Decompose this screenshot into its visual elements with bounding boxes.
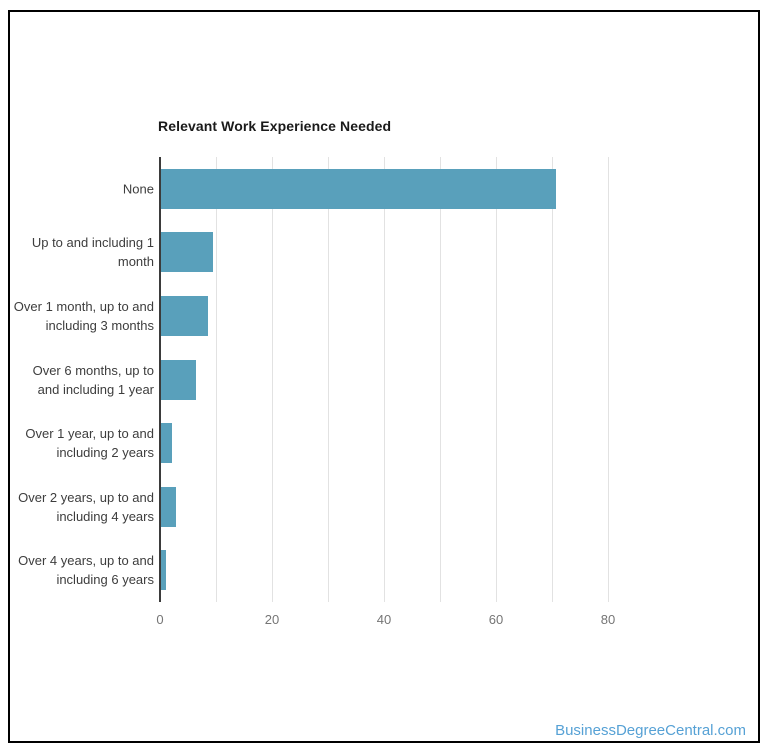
category-label-4: Over 1 year, up to and including 2 years	[25, 426, 154, 461]
chart-frame: Relevant Work Experience Needed None Up t…	[8, 10, 760, 743]
x-tick-label-80: 80	[600, 612, 616, 627]
gridline	[328, 157, 329, 602]
category-label-3: Over 6 months, up to and including 1 yea…	[32, 362, 154, 397]
category-label-1: Up to and including 1 month	[31, 235, 154, 270]
bar-5	[160, 486, 177, 527]
bar-3	[160, 359, 197, 400]
x-tick-label-40: 40	[376, 612, 392, 627]
gridline	[384, 157, 385, 602]
bar-2	[160, 295, 209, 336]
bar-0	[160, 168, 556, 209]
plot-area	[159, 157, 630, 602]
gridline	[216, 157, 217, 602]
y-axis-line	[159, 157, 161, 602]
bar-4	[160, 423, 173, 464]
category-label-6: Over 4 years, up to and including 6 year…	[18, 553, 154, 588]
gridline	[440, 157, 441, 602]
category-label-5: Over 2 years, up to and including 4 year…	[18, 489, 154, 524]
watermark-link[interactable]: BusinessDegreeCentral.com	[555, 722, 746, 739]
gridline	[552, 157, 553, 602]
gridline	[496, 157, 497, 602]
x-tick-label-0: 0	[156, 612, 164, 627]
bar-1	[160, 232, 214, 273]
chart-title: Relevant Work Experience Needed	[158, 118, 392, 134]
x-tick-label-60: 60	[488, 612, 504, 627]
gridline	[272, 157, 273, 602]
gridline	[608, 157, 609, 602]
x-tick-label-20: 20	[264, 612, 280, 627]
category-label-2: Over 1 month, up to and including 3 mont…	[13, 298, 154, 333]
category-label-0: None	[122, 181, 154, 197]
bar-6	[160, 550, 166, 591]
